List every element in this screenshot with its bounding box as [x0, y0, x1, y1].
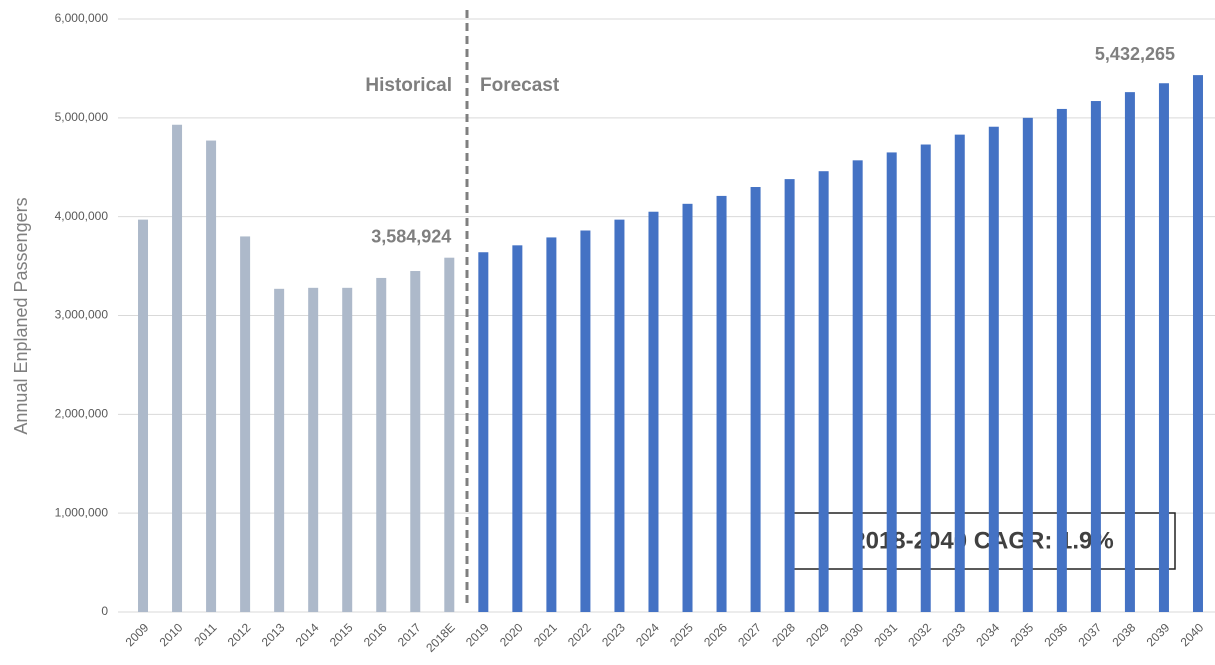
- x-tick-label: 2011: [191, 620, 219, 648]
- bar: [1124, 92, 1135, 613]
- bar: [274, 288, 285, 612]
- historical-label: Historical: [365, 75, 452, 96]
- x-tick-label: 2026: [701, 620, 730, 649]
- x-tick-label: 2030: [837, 620, 866, 649]
- y-tick-label: 6,000,000: [55, 11, 109, 25]
- x-tick-label: 2040: [1178, 620, 1207, 649]
- x-tick-label: 2022: [565, 620, 594, 649]
- bar: [376, 277, 387, 612]
- bar: [240, 236, 251, 612]
- x-tick-label: 2025: [667, 620, 696, 649]
- bar: [1158, 83, 1169, 612]
- bar: [852, 160, 863, 612]
- bar: [1192, 75, 1203, 612]
- x-tick-label: 2028: [769, 620, 798, 649]
- x-tick-label: 2009: [123, 620, 152, 649]
- bar: [920, 144, 931, 613]
- bar: [784, 179, 795, 613]
- y-tick-label: 3,000,000: [55, 308, 109, 322]
- x-tick-label: 2038: [1110, 620, 1139, 649]
- y-tick-label: 5,000,000: [55, 110, 109, 124]
- y-tick-label: 4,000,000: [55, 209, 109, 223]
- x-tick-label: 2036: [1041, 620, 1070, 649]
- bar: [444, 257, 455, 612]
- y-tick-label: 2,000,000: [55, 407, 109, 421]
- bar: [342, 287, 353, 612]
- bar: [478, 252, 489, 612]
- bar: [716, 195, 727, 612]
- bar: [1022, 117, 1033, 612]
- x-tick-label: 2039: [1144, 620, 1173, 649]
- x-tick-label: 2013: [259, 620, 288, 649]
- value-label: 3,584,924: [371, 226, 451, 246]
- x-tick-label: 2029: [803, 620, 832, 649]
- bar: [988, 126, 999, 612]
- x-tick-label: 2017: [395, 620, 424, 649]
- y-axis-title: Annual Enplaned Passengers: [11, 197, 31, 434]
- bar: [410, 271, 421, 612]
- bar: [750, 187, 761, 612]
- x-tick-label: 2019: [463, 620, 492, 649]
- x-tick-label: 2021: [531, 620, 560, 649]
- bar: [172, 124, 183, 613]
- x-tick-label: 2010: [157, 620, 186, 649]
- bar: [580, 230, 591, 612]
- x-tick-label: 2032: [905, 620, 934, 649]
- x-tick-label: 2012: [225, 620, 254, 649]
- x-tick-label: 2014: [293, 620, 322, 649]
- x-tick-label: 2020: [497, 620, 526, 649]
- forecast-label: Forecast: [480, 75, 560, 96]
- bar: [614, 219, 625, 613]
- x-tick-label: 2037: [1075, 620, 1104, 649]
- y-tick-label: 1,000,000: [55, 505, 109, 519]
- x-tick-label: 2024: [633, 620, 662, 649]
- x-tick-label: 2015: [327, 620, 356, 649]
- bar: [546, 237, 557, 612]
- x-tick-label: 2023: [599, 620, 628, 649]
- y-tick-label: 0: [101, 604, 108, 618]
- bar: [648, 211, 659, 612]
- bar: [512, 245, 523, 612]
- x-tick-label: 2033: [939, 620, 968, 649]
- bar: [206, 140, 217, 612]
- x-tick-label: 2016: [361, 620, 390, 649]
- bar: [954, 134, 965, 612]
- x-tick-label: 2034: [973, 620, 1002, 649]
- bar: [682, 203, 693, 612]
- bar: [308, 287, 319, 612]
- x-tick-label: 2035: [1007, 620, 1036, 649]
- x-tick-label: 2027: [735, 620, 764, 649]
- bar: [138, 219, 149, 613]
- value-label: 5,432,265: [1095, 44, 1175, 64]
- bar: [1090, 101, 1101, 612]
- bar: [1056, 108, 1067, 613]
- x-tick-label: 2031: [871, 620, 900, 649]
- bar: [818, 171, 829, 612]
- x-tick-label: 2018E: [423, 620, 457, 654]
- bar: [886, 152, 897, 613]
